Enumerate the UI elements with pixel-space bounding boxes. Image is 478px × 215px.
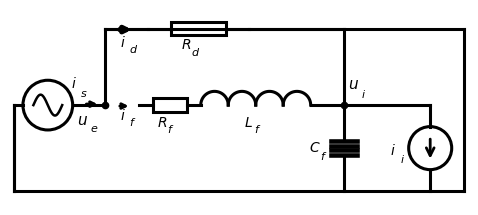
Text: $\mathbf{\mathit{e}}$: $\mathbf{\mathit{e}}$ [90,124,98,134]
Text: $\mathbf{\mathit{C}}$: $\mathbf{\mathit{C}}$ [309,141,320,155]
Text: $\mathbf{\mathit{d}}$: $\mathbf{\mathit{d}}$ [129,43,138,55]
Text: $\mathbf{\mathit{i}}$: $\mathbf{\mathit{i}}$ [120,108,126,123]
Text: $\mathbf{\mathit{f}}$: $\mathbf{\mathit{f}}$ [253,123,261,135]
Text: $\mathbf{\mathit{L}}$: $\mathbf{\mathit{L}}$ [244,116,253,130]
Bar [152,98,187,112]
Text: $\mathbf{\mathit{i}}$: $\mathbf{\mathit{i}}$ [400,153,405,165]
Text: $\mathbf{\mathit{u}}$: $\mathbf{\mathit{u}}$ [348,77,359,92]
Text: $\mathbf{\mathit{R}}$: $\mathbf{\mathit{R}}$ [181,38,192,52]
Text: $\mathbf{\mathit{f}}$: $\mathbf{\mathit{f}}$ [320,150,328,162]
Text: $\mathbf{\mathit{i}}$: $\mathbf{\mathit{i}}$ [361,88,366,100]
Text: $\mathbf{\mathit{i}}$: $\mathbf{\mathit{i}}$ [71,76,77,91]
Text: $\mathbf{\mathit{s}}$: $\mathbf{\mathit{s}}$ [80,89,88,99]
Text: $\mathbf{\mathit{d}}$: $\mathbf{\mathit{d}}$ [191,46,201,58]
Text: $\mathbf{\mathit{f}}$: $\mathbf{\mathit{f}}$ [129,116,136,128]
Text: $\mathbf{\mathit{i}}$: $\mathbf{\mathit{i}}$ [120,35,126,50]
Text: $\mathbf{\mathit{i}}$: $\mathbf{\mathit{i}}$ [390,143,396,158]
Text: $\mathbf{\mathit{f}}$: $\mathbf{\mathit{f}}$ [167,123,175,135]
Text: $\mathbf{\mathit{R}}$: $\mathbf{\mathit{R}}$ [157,116,168,130]
Text: $\mathbf{\mathit{u}}$: $\mathbf{\mathit{u}}$ [77,113,88,128]
Bar [171,22,226,35]
